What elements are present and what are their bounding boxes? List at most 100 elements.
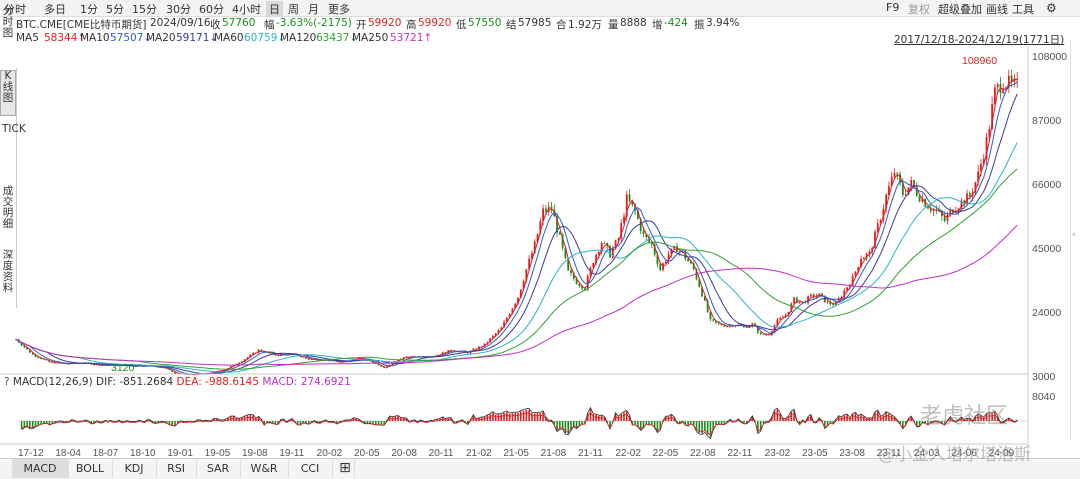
time-tick-label: 21-02 <box>466 448 492 458</box>
candle-body <box>1002 89 1004 93</box>
tab-rsi[interactable]: RSI <box>156 459 197 478</box>
period-month[interactable]: 月 <box>308 1 319 17</box>
macd-bar <box>690 421 692 423</box>
candle-body <box>687 259 689 262</box>
ma250-label: MA250 <box>352 32 388 44</box>
period-30min[interactable]: 30分 <box>166 1 191 17</box>
tab-sar[interactable]: SAR <box>196 459 241 478</box>
macd-bar <box>171 421 173 425</box>
period-15min[interactable]: 15分 <box>132 1 157 17</box>
vol-value: 1.92万 <box>568 17 602 32</box>
macd-bar <box>777 409 779 421</box>
time-tick-label: 21-05 <box>503 448 529 458</box>
right-panel-toggle[interactable]: ‹ <box>1070 40 1080 440</box>
min-price-label: 3120 <box>111 362 135 374</box>
ma60-label: MA60 <box>214 32 244 44</box>
period-60min[interactable]: 60分 <box>199 1 224 17</box>
macd-bar <box>500 414 502 421</box>
tools-button[interactable]: 工具 <box>1012 1 1034 17</box>
dea-label: DEA: <box>177 376 202 388</box>
ma-line <box>16 169 1017 369</box>
time-tick-label: 19-05 <box>205 448 231 458</box>
macd-bar <box>774 411 776 421</box>
dea-value: -988.6145 <box>205 376 259 388</box>
macd-bar <box>645 421 647 424</box>
period-multiday[interactable]: 多日 <box>44 1 66 17</box>
dea-line <box>22 412 1018 435</box>
candle-body <box>919 196 921 202</box>
period-week[interactable]: 周 <box>288 1 299 17</box>
macd-tick-label: 8040 <box>1032 391 1056 403</box>
time-tick-label: 20-02 <box>317 448 343 458</box>
macd-bar <box>372 421 374 424</box>
macd-bar <box>512 413 514 421</box>
period-1min[interactable]: 1分 <box>80 1 98 17</box>
tab-wr[interactable]: W&R <box>240 459 289 478</box>
period-4hour[interactable]: 4小时 <box>232 1 261 17</box>
tab-boll[interactable]: BOLL <box>68 459 113 478</box>
candle-body <box>832 304 834 305</box>
ma-line <box>16 225 1017 365</box>
tab-kdj[interactable]: KDJ <box>112 459 157 478</box>
overlay-button[interactable]: 超级叠加 <box>938 1 982 17</box>
macd-bar <box>369 421 371 423</box>
settings-icon[interactable]: ⚙ <box>1046 1 1057 15</box>
macd-params: MACD(12,26,9) <box>13 376 93 388</box>
dif-label: DIF: <box>96 376 116 388</box>
open-label: 开 <box>356 17 367 32</box>
candle-body <box>827 302 829 303</box>
chevron-left-icon[interactable]: ‹ <box>1072 230 1076 240</box>
settle-label: 结 <box>506 17 517 32</box>
period-toolbar: 分时 多日 1分 5分 15分 30分 60分 4小时 日 周 月 更多 F9 … <box>0 0 1080 17</box>
candle-body <box>863 258 865 259</box>
max-price-label: 108960 <box>962 55 997 67</box>
time-tick-label: 20-11 <box>429 448 454 458</box>
candle-body <box>545 208 547 212</box>
low-value: 57550 <box>468 17 501 29</box>
macd-bar <box>651 421 653 424</box>
help-icon[interactable]: ? <box>4 376 13 388</box>
macd-bar <box>860 415 862 421</box>
macd-bar <box>534 413 536 421</box>
tab-cci[interactable]: CCI <box>288 459 333 478</box>
macd-bar <box>648 421 650 425</box>
amp-value: 3.94% <box>706 17 739 29</box>
ma-line <box>16 79 1017 375</box>
tab-fenshi-chart[interactable]: 分时图 <box>2 6 14 30</box>
tab-macd[interactable]: MACD <box>12 459 69 478</box>
candle-body <box>779 318 781 320</box>
time-tick-label: 20-08 <box>391 448 417 458</box>
macd-bar <box>883 416 885 421</box>
macd-bar <box>581 421 583 424</box>
amount-value: 8888 <box>620 17 647 29</box>
price-tick-label: 3000 <box>1032 371 1056 383</box>
candle-body <box>277 356 279 357</box>
macd-bar <box>885 412 887 421</box>
macd-bar <box>503 413 505 421</box>
adjust-button[interactable]: 复权 <box>908 1 930 17</box>
candle-body <box>810 295 812 297</box>
ma120-label: MA120 <box>280 32 316 44</box>
time-tick-label: 18-10 <box>130 448 156 458</box>
macd-bar <box>590 409 592 421</box>
candle-body <box>559 232 561 234</box>
draw-line-button[interactable]: 画线 <box>986 1 1008 17</box>
ma-line <box>16 94 1017 374</box>
period-5min[interactable]: 5分 <box>106 1 124 17</box>
close-label: 收 <box>210 17 221 32</box>
macd-bar <box>573 421 575 426</box>
f9-button[interactable]: F9 <box>886 1 899 14</box>
date-range[interactable]: 2017/12/18-2024/12/19(1771日) <box>894 32 1064 47</box>
add-indicator-icon[interactable]: ⊞ <box>336 459 355 478</box>
macd-bar <box>378 421 380 425</box>
macd-bar <box>626 411 628 421</box>
macd-bar <box>509 414 511 421</box>
macd-bar <box>718 421 720 424</box>
period-day[interactable]: 日 <box>266 1 283 17</box>
time-tick-label: 23-02 <box>765 448 791 458</box>
dif-value: -851.2684 <box>119 376 173 388</box>
time-tick-label: 22-11 <box>727 448 752 458</box>
period-more[interactable]: 更多 <box>328 1 350 17</box>
